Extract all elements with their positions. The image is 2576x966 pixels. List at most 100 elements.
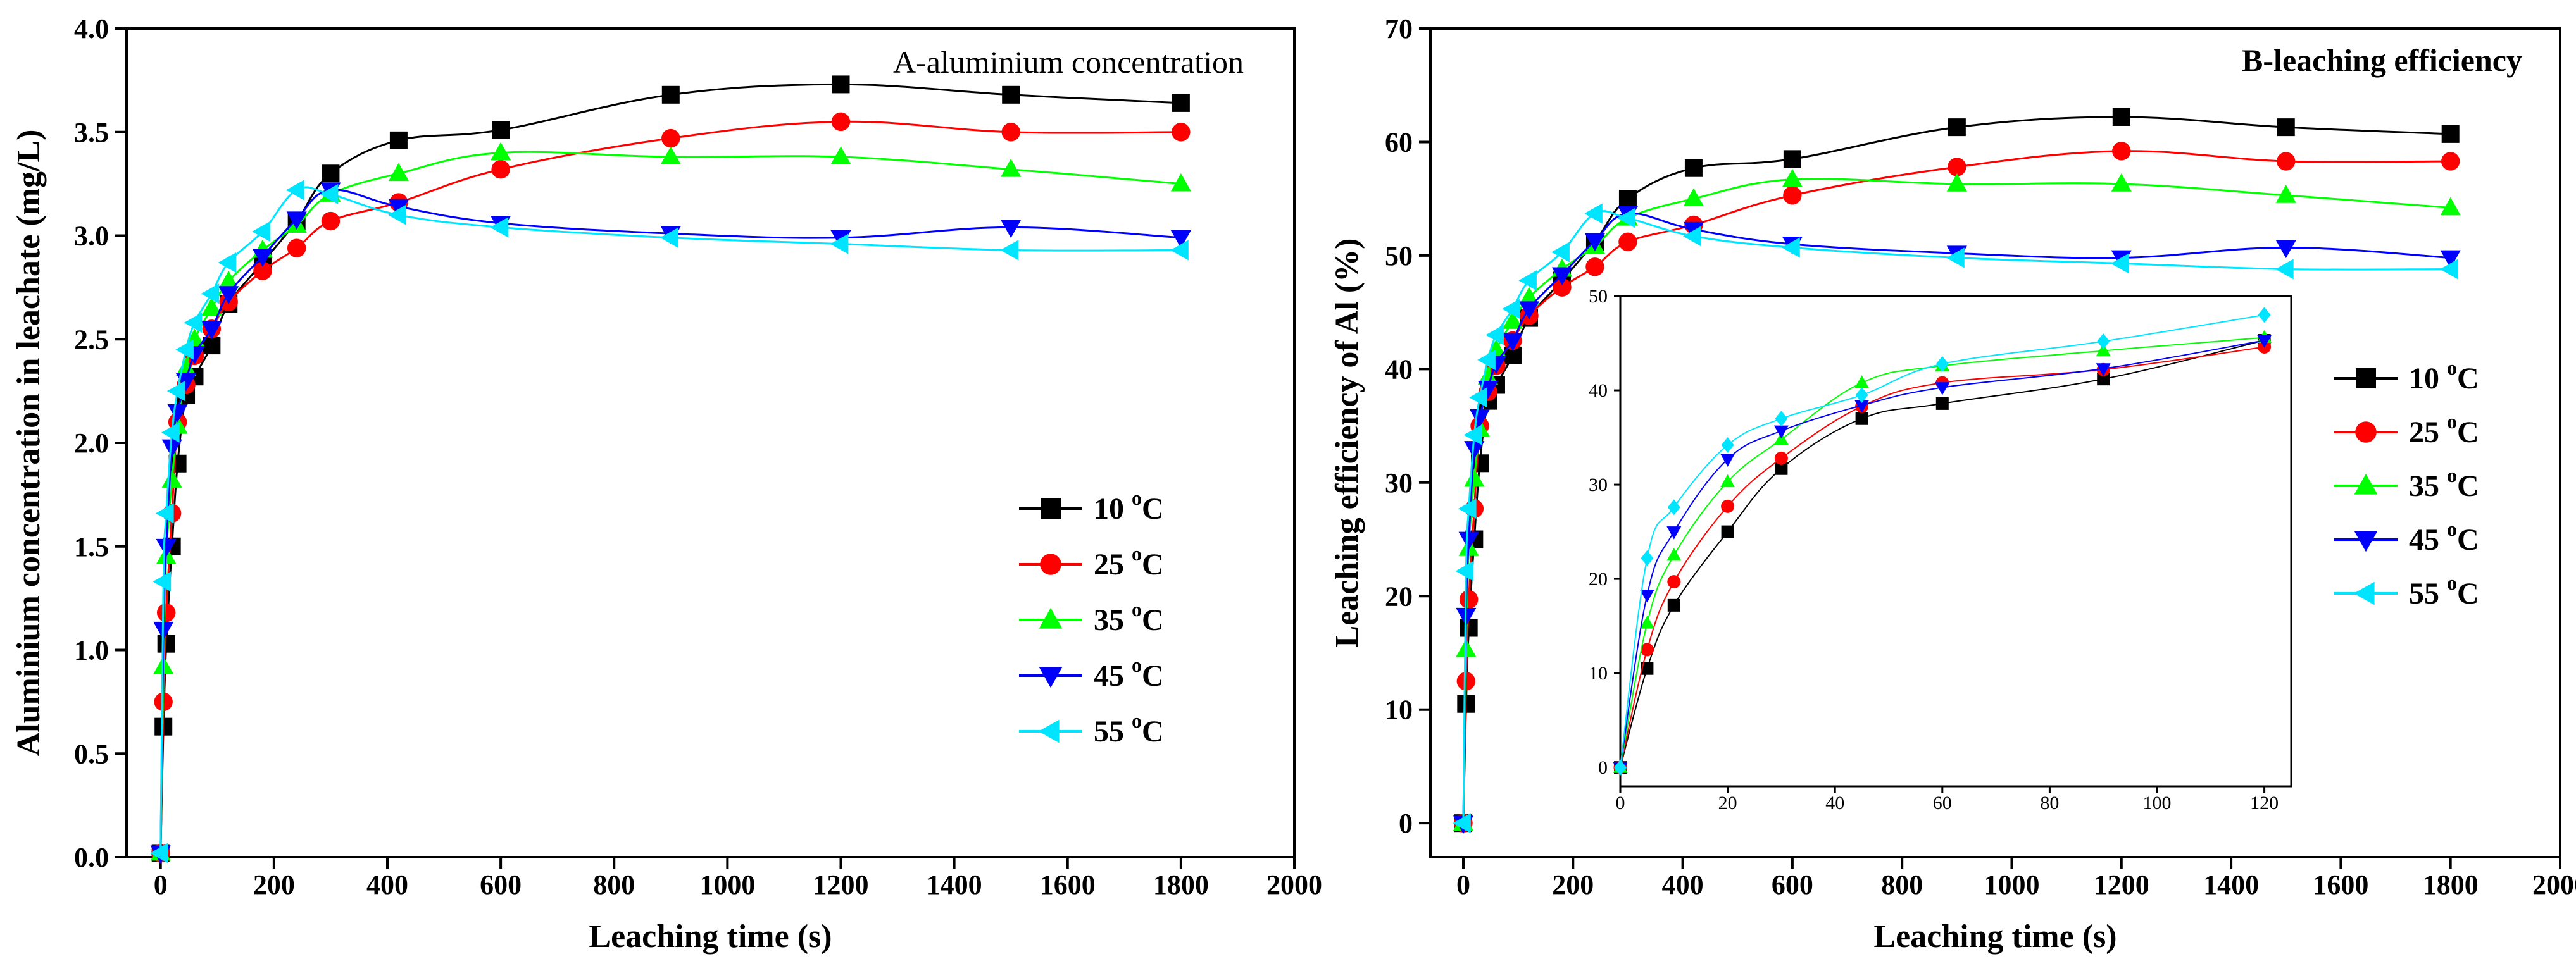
panel-a-x-tick-label: 800: [593, 869, 635, 900]
panel-b-inset-data-point-3: [1639, 616, 1654, 629]
panel-a-y-tick-label: 2.5: [74, 324, 109, 355]
panel-a-data-point-5: [320, 183, 339, 205]
panel-a-data-point-4: [1001, 220, 1022, 238]
panel-b-inset-y-tick-label: 20: [1589, 569, 1608, 590]
panel-b-data-point-3: [1518, 287, 1540, 306]
panel-b-inset-data-point-5: [1855, 387, 1868, 403]
panel-b-data-point-4: [2275, 240, 2296, 259]
panel-b-inset-y-tick-label: 40: [1589, 380, 1608, 401]
panel-b-inset-data-point-2: [1667, 575, 1681, 589]
panel-a-x-tick-label: 1000: [699, 869, 755, 900]
panel-b-legend-label-5: 55 oC: [2409, 571, 2479, 610]
panel-a-y-tick-label: 3.0: [74, 221, 109, 252]
panel-b-data-point-3: [1464, 468, 1485, 487]
panel-b-x-tick-label: 400: [1662, 869, 1704, 900]
panel-a-data-point-5: [490, 217, 509, 238]
panel-b-inset-x-tick-label: 120: [2250, 793, 2279, 814]
panel-b-inset-data-point-4: [2096, 363, 2111, 376]
panel-b-frame: [1429, 27, 2561, 858]
panel-a-y-tick-label: 0.5: [74, 738, 109, 769]
panel-b-inset-y-tick-label: 50: [1589, 286, 1608, 307]
panel-a-x-tick-label: 1600: [1040, 869, 1096, 900]
panel-b-inset-data-point-3: [1666, 547, 1682, 561]
panel-b-y-tick-label: 0: [1399, 808, 1413, 839]
panel-b-legend-label-2: 25 oC: [2409, 410, 2479, 449]
panel-b-y-tick-label: 60: [1385, 127, 1413, 158]
panel-b-x-tick-label: 2000: [2532, 869, 2576, 900]
panel-a-data-point-5: [153, 571, 172, 592]
panel-b-data-point-4: [1458, 531, 1479, 550]
panel-a-data-point-4: [286, 211, 307, 230]
panel-b-inset-data-point-1: [2097, 373, 2110, 386]
panel-b-data-point-4: [1518, 301, 1540, 320]
panel-a-data-point-5: [388, 204, 406, 225]
panel-a-x-tick-label: 2000: [1266, 869, 1322, 900]
panel-b-data-point-2: [2112, 142, 2131, 161]
panel-b-y-tick-label: 40: [1385, 354, 1413, 385]
panel-b-legend-label-4: 45 oC: [2409, 517, 2479, 557]
panel-a-y-tick-label: 0.0: [74, 842, 109, 873]
panel-b-legend-label-3: 35 oC: [2409, 464, 2479, 503]
panel-a-legend-marker-3: [1039, 607, 1063, 629]
panel-a-data-point-1: [1172, 94, 1190, 112]
panel-b-inset-x-tick-label: 0: [1616, 793, 1625, 814]
panel-a-data-point-4: [167, 404, 188, 423]
panel-b-inset-data-point-1: [1775, 462, 1788, 475]
panel-a-data-point-5: [218, 252, 237, 273]
panel-a-data-point-5: [201, 283, 220, 304]
panel-b-data-point-5: [1455, 560, 1474, 581]
panel-a-legend-marker-4: [1039, 667, 1063, 688]
panel-b-data-point-1: [1460, 619, 1478, 637]
panel-a-data-point-3: [1001, 158, 1022, 177]
panel-a-data-point-4: [201, 321, 222, 340]
panel-a-data-point-2: [321, 211, 341, 231]
panel-b-data-point-1: [2441, 125, 2460, 143]
panel-a-data-point-1: [492, 121, 510, 139]
panel-a-data-point-4: [218, 286, 239, 304]
panel-b-legend-marker-5: [2353, 581, 2375, 605]
panel-a-data-point-4: [1170, 230, 1191, 249]
panel-b-panel: 0200400600800100012001400160018002000010…: [1329, 13, 2576, 955]
panel-b-inset-y-tick-label: 0: [1598, 757, 1608, 778]
panel-a-data-point-1: [157, 635, 175, 653]
panel-a-data-point-3: [1170, 173, 1191, 192]
panel-b-inset-x-tick-label: 100: [2143, 793, 2172, 814]
panel-b-data-point-5: [2110, 253, 2129, 274]
panel-b-x-tick-label: 200: [1552, 869, 1594, 900]
panel-b-inset-data-point-2: [1721, 499, 1735, 513]
panel-b-data-point-5: [1453, 813, 1471, 834]
panel-a-panel: 0 200 400 600 800 1000 1200 1400 1600 1800 2000 0.0…: [11, 13, 1322, 955]
panel-a-data-point-1: [203, 337, 221, 355]
panel-b-legend-marker-2: [2355, 421, 2377, 443]
panel-b-x-tick-label: 1200: [2094, 869, 2149, 900]
panel-a-data-point-4: [175, 373, 197, 392]
panel-b-data-point-5: [1477, 349, 1496, 371]
panel-b-inset-data-point-4: [1854, 400, 1870, 413]
panel-a-x-tick-label: 200: [253, 869, 295, 900]
panel-a-legend-label-4: 45 oC: [1094, 653, 1164, 693]
panel-b-inset-y-tick-label: 30: [1589, 474, 1608, 495]
panel-a-data-point-3: [388, 163, 410, 182]
panel-a-data-point-5: [1000, 240, 1019, 261]
panel-a-data-point-1: [389, 131, 408, 149]
panel-b-inset-data-point-1: [1721, 525, 1734, 538]
panel-b-data-point-5: [1782, 237, 1800, 258]
panel-a-y-tick-label: 1.5: [74, 531, 109, 562]
panel-a-data-point-5: [149, 843, 168, 864]
panel-b-data-point-4: [1551, 267, 1573, 286]
panel-a-x-tick-label: 1400: [927, 869, 982, 900]
panel-a-data-point-1: [1002, 85, 1020, 104]
panel-a-x-tick-label: 400: [366, 869, 408, 900]
panel-b-x-tick-label: 0: [1456, 869, 1470, 900]
panel-b-inset-background: [1620, 296, 2291, 786]
panel-b-inset-data-point-5: [1614, 759, 1627, 776]
panel-a-data-point-5: [1170, 240, 1189, 261]
panel-b-data-point-4: [1502, 333, 1523, 352]
panel-b-data-point-5: [1469, 387, 1487, 408]
panel-a-data-point-2: [1172, 123, 1191, 142]
panel-a-data-point-2: [661, 128, 680, 148]
panel-b-inset-data-point-5: [1721, 437, 1734, 453]
panel-b-inset-series-line-3: [1620, 337, 2265, 768]
panel-b-x-tick-label: 1000: [1984, 869, 2039, 900]
